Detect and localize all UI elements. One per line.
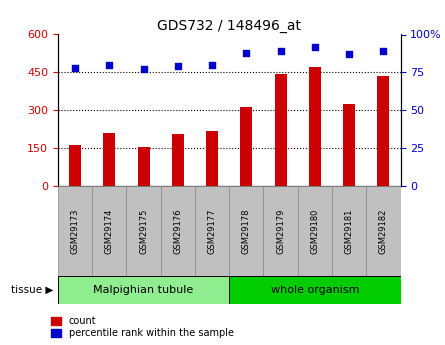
Bar	[126, 186, 161, 276]
Bar	[263, 186, 298, 276]
Bar	[377, 76, 389, 186]
Bar	[366, 186, 400, 276]
Text: GSM29178: GSM29178	[242, 208, 251, 254]
Bar	[229, 186, 263, 276]
Legend: count, percentile rank within the sample: count, percentile rank within the sample	[49, 314, 236, 340]
Point	[174, 63, 182, 69]
Point	[277, 48, 284, 54]
Bar	[343, 104, 355, 186]
Text: GSM29181: GSM29181	[344, 208, 354, 254]
Bar	[229, 276, 400, 304]
Point	[312, 44, 319, 49]
Point	[380, 48, 387, 54]
Bar	[206, 131, 218, 186]
Text: GSM29180: GSM29180	[310, 208, 320, 254]
Text: GSM29179: GSM29179	[276, 208, 285, 254]
Bar	[103, 133, 115, 186]
Text: GSM29174: GSM29174	[105, 208, 114, 254]
Point	[209, 62, 216, 68]
Text: GSM29182: GSM29182	[379, 208, 388, 254]
Text: GSM29177: GSM29177	[207, 208, 217, 254]
Bar	[161, 186, 195, 276]
Bar	[332, 186, 366, 276]
Bar	[58, 276, 229, 304]
Bar	[69, 145, 81, 186]
Point	[106, 62, 113, 68]
Text: tissue ▶: tissue ▶	[11, 285, 53, 295]
Title: GDS732 / 148496_at: GDS732 / 148496_at	[157, 19, 301, 33]
Bar	[275, 74, 287, 186]
Point	[243, 50, 250, 56]
Bar	[172, 134, 184, 186]
Bar	[58, 186, 92, 276]
Bar	[298, 186, 332, 276]
Text: Malpighian tubule: Malpighian tubule	[93, 285, 194, 295]
Point	[346, 51, 353, 57]
Bar	[195, 186, 229, 276]
Point	[71, 65, 79, 71]
Text: whole organism: whole organism	[271, 285, 359, 295]
Point	[140, 67, 147, 72]
Text: GSM29176: GSM29176	[173, 208, 182, 254]
Text: GSM29173: GSM29173	[70, 208, 80, 254]
Text: GSM29175: GSM29175	[139, 208, 148, 254]
Bar	[138, 147, 150, 186]
Bar	[240, 107, 252, 186]
Bar	[309, 67, 321, 186]
Bar	[92, 186, 126, 276]
